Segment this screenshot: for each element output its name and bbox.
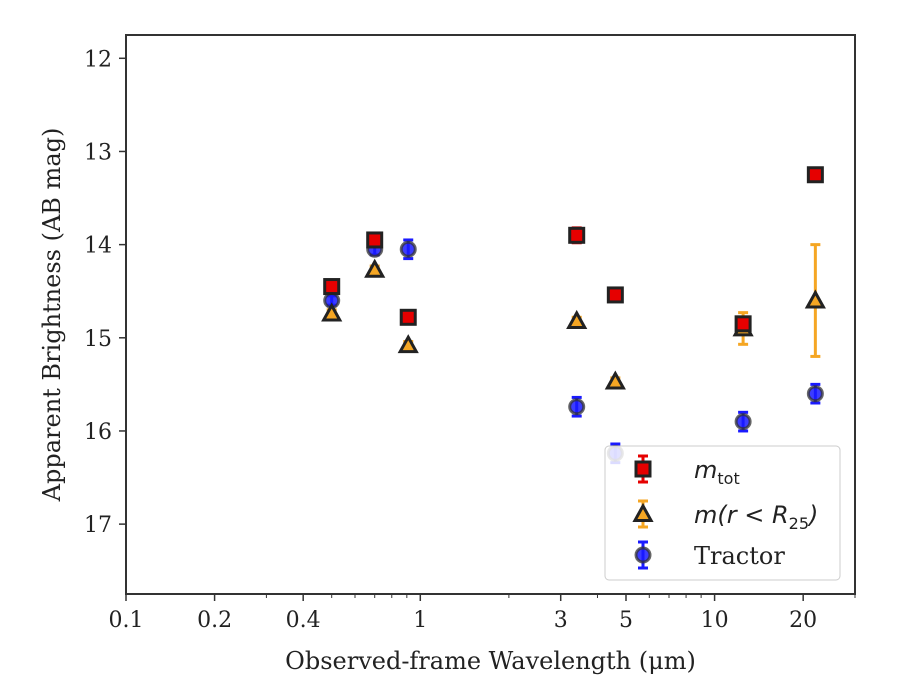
x-tick-label-3: 1 xyxy=(413,608,427,633)
x-tick-label-0: 0.1 xyxy=(109,608,144,633)
legend-box xyxy=(604,445,841,581)
point-0-3 xyxy=(568,226,586,244)
x-tick-label-7: 20 xyxy=(789,608,817,633)
x-tick-label-5: 5 xyxy=(619,608,633,633)
x-axis-label: Observed-frame Wavelength (μm) xyxy=(285,647,696,675)
point-1-3 xyxy=(566,309,588,329)
legend-label-sub-0: tot xyxy=(717,469,739,488)
legend-label-main-0: m xyxy=(694,456,717,484)
legend-label-main-1: m(r < R xyxy=(694,501,789,529)
point-1-1 xyxy=(364,258,386,278)
point-0-1 xyxy=(366,231,384,249)
point-0-2 xyxy=(399,308,417,326)
chart-marks xyxy=(321,166,826,465)
point-2-2 xyxy=(399,240,417,258)
y-tick-label-0: 12 xyxy=(84,47,112,72)
x-tick-label-2: 0.4 xyxy=(286,608,321,633)
x-tick-label-1: 0.2 xyxy=(197,608,232,633)
y-tick-label-1: 13 xyxy=(84,140,112,165)
point-1-0 xyxy=(321,302,343,322)
x-tick-label-6: 10 xyxy=(701,608,729,633)
legend-marker-1 xyxy=(632,502,654,522)
point-2-3 xyxy=(568,398,586,416)
legend-label-1: m(r < R25) xyxy=(694,501,818,533)
point-1-2 xyxy=(397,334,419,354)
legend-label-end-1: ) xyxy=(807,501,818,529)
plot-frame xyxy=(125,34,856,595)
legend-label-0: mtot xyxy=(694,456,740,488)
x-tick-label-4: 3 xyxy=(554,608,568,633)
series-0 xyxy=(323,166,824,333)
point-2-6 xyxy=(806,385,824,403)
point-0-5 xyxy=(734,315,752,333)
y-tick-label-5: 17 xyxy=(84,513,112,538)
y-axis-label: Apparent Brightness (AB mag) xyxy=(38,128,66,503)
point-1-4 xyxy=(604,370,626,390)
legend-marker-2 xyxy=(634,546,652,564)
legend: mtot m(r < R25) Tractor xyxy=(604,445,841,581)
y-tick-label-3: 15 xyxy=(84,327,112,352)
y-tick-label-2: 14 xyxy=(84,234,112,259)
point-1-6 xyxy=(804,289,826,309)
point-0-0 xyxy=(323,278,341,296)
legend-label-2: Tractor xyxy=(694,542,785,570)
point-0-6 xyxy=(806,166,824,184)
point-2-5 xyxy=(734,413,752,431)
y-tick-label-4: 16 xyxy=(84,420,112,445)
point-0-4 xyxy=(606,286,624,304)
legend-label-sub-1: 25 xyxy=(789,514,809,533)
legend-marker-0 xyxy=(634,460,652,478)
